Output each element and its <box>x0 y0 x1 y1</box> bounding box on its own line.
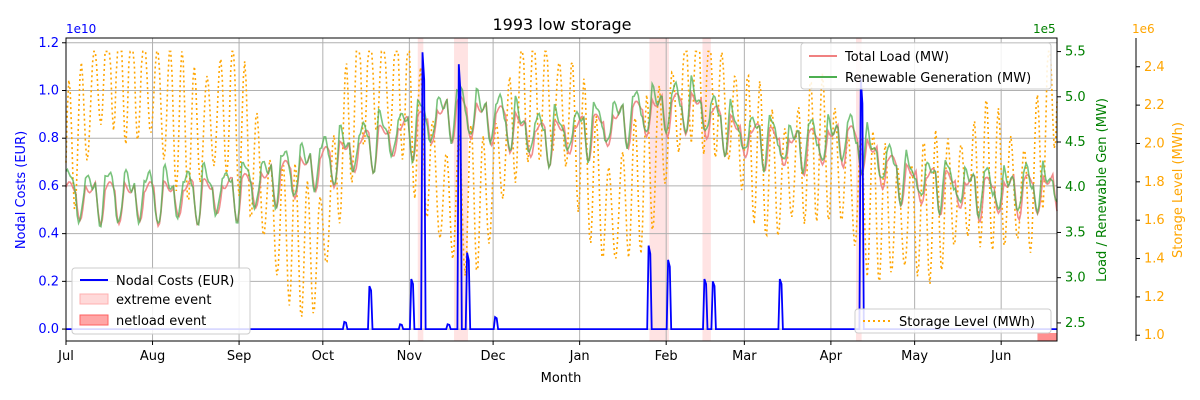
extreme-event-span-4 <box>856 38 862 341</box>
right-y-axis-load-label: Load / Renewable Gen (MW) <box>1095 98 1110 282</box>
legend-swatch-netload <box>79 314 109 326</box>
legend-label-extreme: extreme event <box>116 293 211 308</box>
legend-label-load: Total Load (MW) <box>844 50 949 65</box>
x-tick-label-10: May <box>901 349 928 364</box>
right-y-axis-storage: 1.0 1.2 1.4 1.6 1.8 2.0 2.2 2.4 <box>1135 38 1165 343</box>
right1-tick-label-0: 2.5 <box>1065 316 1086 331</box>
left-tick-label-2: 0.4 <box>38 227 59 242</box>
right2-tick-label-5: 2.0 <box>1144 136 1165 151</box>
left-tick-label-3: 0.6 <box>38 179 59 194</box>
right1-tick-label-4: 4.5 <box>1065 135 1086 150</box>
load-series-group <box>65 75 1058 229</box>
left-y-axis-label: Nodal Costs (EUR) <box>14 131 29 249</box>
right1-tick-label-1: 3.0 <box>1065 271 1086 286</box>
right-y-axis-load: 2.5 3.0 3.5 4.0 4.5 5.0 5.5 <box>1057 45 1086 331</box>
right2-tick-label-2: 1.4 <box>1144 252 1165 267</box>
netload-event-span-0 <box>1037 333 1057 341</box>
left-tick-label-5: 1.0 <box>38 83 59 98</box>
legend-swatch-extreme <box>79 293 109 305</box>
x-tick-label-1: Aug <box>140 349 165 364</box>
right2-tick-label-4: 1.8 <box>1144 175 1165 190</box>
right2-tick-label-0: 1.0 <box>1144 328 1165 343</box>
legend-box <box>71 267 251 335</box>
x-tick-label-6: Jan <box>569 349 590 364</box>
storage-series-group <box>65 50 1058 317</box>
extreme-event-span-3 <box>702 38 711 341</box>
legend-label-cost: Nodal Costs (EUR) <box>116 274 234 289</box>
x-tick-label-3: Oct <box>312 349 334 364</box>
legend-label-renewable: Renewable Generation (MW) <box>845 71 1031 86</box>
x-axis-label: Month <box>541 371 582 386</box>
legend-lower-right: Storage Level (MWh) <box>854 308 1052 334</box>
right1-tick-label-2: 3.5 <box>1065 225 1086 240</box>
chart-title: 1993 low storage <box>493 15 632 34</box>
renewable-series-line <box>65 75 1058 228</box>
cost-series-line <box>66 52 1057 330</box>
left-tick-label-6: 1.2 <box>38 36 59 51</box>
right1-tick-label-5: 5.0 <box>1065 90 1086 105</box>
x-tick-label-8: Mar <box>732 349 757 364</box>
x-tick-label-4: Nov <box>397 349 423 364</box>
plot-frame <box>65 37 1058 342</box>
x-tick-label-7: Feb <box>655 349 678 364</box>
legend-label-storage: Storage Level (MWh) <box>899 315 1035 330</box>
left-axis-offset: 1e10 <box>66 22 96 36</box>
right2-tick-label-6: 2.2 <box>1144 98 1165 113</box>
x-tick-label-2: Sep <box>227 349 252 364</box>
left-tick-label-4: 0.8 <box>38 131 59 146</box>
right2-tick-label-7: 2.4 <box>1144 60 1165 75</box>
legend-upper-right: Total Load (MW) Renewable Generation (MW… <box>800 42 1052 90</box>
left-tick-label-0: 0.0 <box>38 322 59 337</box>
cost-series-group <box>66 52 1057 330</box>
right-y-axis-storage-label: Storage Level (MWh) <box>1171 122 1186 258</box>
left-y-axis: 0.0 0.2 0.4 0.6 0.8 1.0 1.2 <box>38 36 66 337</box>
x-axis: Jul Aug Sep Oct Nov Dec Jan Feb Mar Apr May Jun <box>57 341 1011 364</box>
legend-label-netload: netload event <box>116 314 206 329</box>
event-spans <box>417 38 1057 341</box>
legend-box <box>854 308 1052 334</box>
right1-tick-label-3: 4.0 <box>1065 180 1086 195</box>
right1-axis-offset: 1e5 <box>1033 22 1056 36</box>
right2-tick-label-1: 1.2 <box>1144 290 1165 305</box>
left-tick-label-1: 0.2 <box>38 274 59 289</box>
right2-tick-label-3: 1.6 <box>1144 213 1165 228</box>
x-tick-label-5: Dec <box>481 349 506 364</box>
right1-tick-label-6: 5.5 <box>1065 45 1086 60</box>
x-tick-label-11: Jun <box>990 349 1011 364</box>
x-tick-label-9: Apr <box>820 349 843 364</box>
x-tick-label-0: Jul <box>57 349 74 364</box>
legend-lower-left: Nodal Costs (EUR) extreme event netload … <box>71 267 251 335</box>
right2-axis-offset: 1e6 <box>1132 22 1155 36</box>
legend-box <box>800 42 1052 90</box>
extreme-event-span-0 <box>417 38 424 341</box>
storage-series-line <box>65 50 1058 317</box>
